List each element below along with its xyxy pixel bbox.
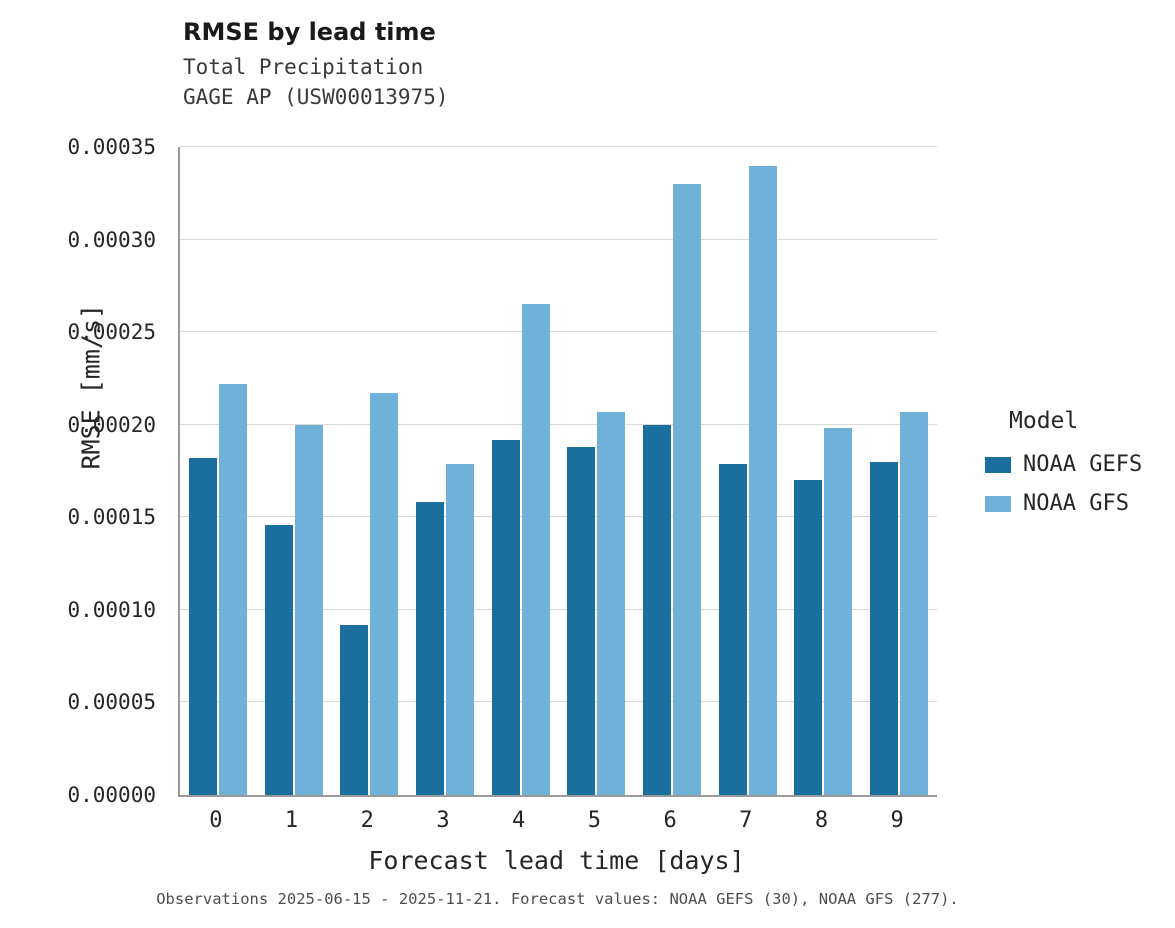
chart-subtitle-line1: Total Precipitation	[183, 55, 424, 79]
x-tick-label-2: 2	[360, 808, 374, 833]
x-tick-label-6: 6	[663, 808, 677, 833]
x-tick-labels: 0 1 2 3 4 5 6 7 8 9	[178, 808, 935, 833]
bar-group-lead-0	[180, 147, 256, 795]
bar-group-lead-9	[861, 147, 937, 795]
bar-noaa-gfs-lead-2	[370, 393, 399, 795]
x-tick-label-0: 0	[209, 808, 223, 833]
bar-group-lead-6	[634, 147, 710, 795]
bar-noaa-gfs-lead-8	[824, 428, 853, 795]
y-tick-label: 0.00035	[67, 135, 156, 159]
legend-label-noaa-gfs: NOAA GFS	[1023, 491, 1129, 516]
bar-noaa-gfs-lead-3	[445, 463, 474, 795]
title-block: RMSE by lead time Total Precipitation GA…	[183, 18, 449, 113]
y-tick-label: 0.00020	[67, 412, 156, 437]
legend-label-noaa-gefs: NOAA GEFS	[1023, 452, 1143, 477]
gridline	[180, 331, 937, 333]
bar-group-lead-8	[786, 147, 862, 795]
bar-noaa-gefs-lead-8	[794, 480, 823, 795]
bar-noaa-gefs-lead-2	[340, 624, 369, 795]
bar-group-lead-5	[559, 147, 635, 795]
legend-entry-noaa-gfs: NOAA GFS	[985, 491, 1142, 516]
caption: Observations 2025-06-15 - 2025-11-21. Fo…	[156, 890, 959, 908]
gridline	[180, 701, 937, 703]
chart-subtitle-line2: GAGE AP (USW00013975)	[183, 85, 449, 110]
bar-noaa-gefs-lead-1	[264, 524, 293, 795]
bar-noaa-gefs-lead-0	[188, 458, 217, 795]
x-tick-label-7: 7	[739, 808, 753, 833]
x-tick-label-9: 9	[890, 808, 904, 833]
chart-title: RMSE by lead time	[183, 18, 436, 46]
bar-noaa-gfs-lead-1	[294, 424, 323, 795]
bar-noaa-gfs-lead-9	[900, 411, 929, 795]
legend-entry-noaa-gefs: NOAA GEFS	[985, 452, 1142, 477]
y-tick-label: 0.00030	[67, 227, 156, 252]
bar-noaa-gfs-lead-6	[673, 184, 702, 795]
legend-swatch-noaa-gefs	[985, 456, 1011, 473]
gridline	[180, 238, 937, 240]
x-axis-label: Forecast lead time [days]	[368, 846, 745, 875]
legend-title: Model	[1009, 408, 1079, 434]
bar-noaa-gfs-lead-4	[521, 304, 550, 795]
bar-noaa-gefs-lead-4	[491, 439, 520, 795]
x-tick-label-3: 3	[436, 808, 450, 833]
legend-swatch-noaa-gfs	[985, 495, 1011, 512]
bar-noaa-gfs-lead-0	[218, 383, 247, 795]
y-tick-label: 0.00025	[67, 320, 156, 345]
bar-group-lead-2	[331, 147, 407, 795]
x-tick-label-8: 8	[814, 808, 829, 833]
bar-noaa-gefs-lead-7	[718, 463, 747, 795]
x-tick-label-5: 5	[587, 808, 601, 833]
y-tick-label: 0.00000	[67, 783, 156, 807]
bar-group-lead-1	[256, 147, 332, 795]
bar-noaa-gfs-lead-7	[748, 165, 777, 795]
bar-group-lead-4	[483, 147, 559, 795]
bar-noaa-gefs-lead-5	[567, 446, 596, 795]
bar-noaa-gefs-lead-6	[643, 424, 672, 795]
gridline	[180, 146, 937, 147]
bar-group-lead-3	[407, 147, 483, 795]
x-tick-label-4: 4	[512, 808, 526, 833]
gridline	[180, 516, 937, 518]
y-tick-label: 0.00010	[67, 597, 156, 622]
bar-groups	[180, 147, 937, 795]
gridline	[180, 423, 937, 425]
plot-area	[178, 146, 937, 797]
gridline	[180, 608, 937, 610]
bar-noaa-gfs-lead-5	[597, 411, 626, 795]
bar-noaa-gefs-lead-3	[415, 502, 444, 795]
y-tick-label: 0.00005	[67, 690, 156, 715]
legend: Model NOAA GEFS NOAA GFS	[985, 408, 1142, 530]
bar-group-lead-7	[710, 147, 786, 795]
bar-noaa-gefs-lead-9	[870, 461, 899, 795]
y-tick-label: 0.00015	[67, 505, 156, 530]
y-tick-labels: 0.00000 0.00005 0.00010 0.00015 0.00020 0.000…	[0, 135, 166, 807]
x-tick-label-1: 1	[284, 808, 299, 833]
